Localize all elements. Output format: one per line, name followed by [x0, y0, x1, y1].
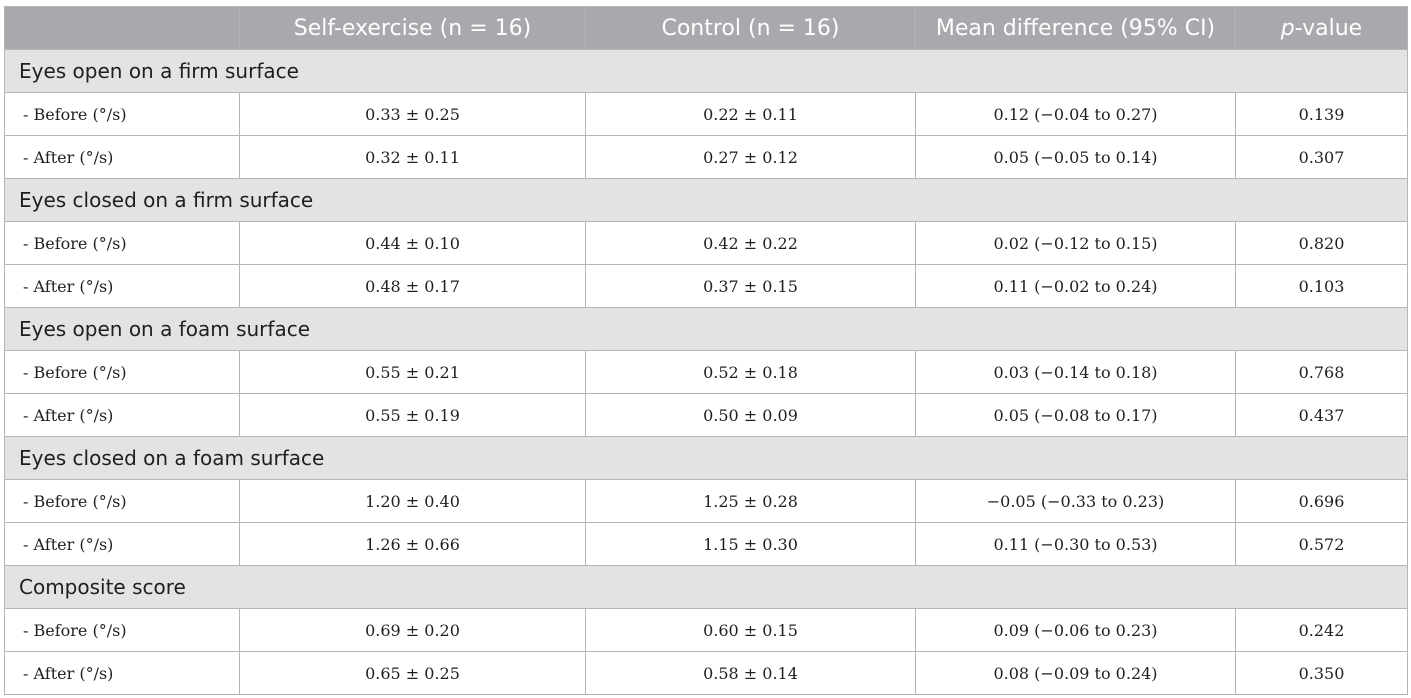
- cell-control: 0.22 ± 0.11: [585, 92, 916, 136]
- cell-row-label: - After (°/s): [4, 522, 240, 566]
- cell-row-label: - Before (°/s): [4, 221, 240, 265]
- cell-control: 0.52 ± 0.18: [585, 350, 916, 394]
- cell-mean-difference: 0.11 (−0.30 to 0.53): [915, 522, 1236, 566]
- table-row: - After (°/s) 0.48 ± 0.17 0.37 ± 0.15 0.11 …: [4, 264, 1408, 308]
- section-row: Eyes open on a firm surface: [4, 49, 1408, 93]
- table-row: - Before (°/s) 1.20 ± 0.40 1.25 ± 0.28 −0.0…: [4, 479, 1408, 523]
- cell-p-value: 0.242: [1235, 608, 1408, 652]
- cell-control: 1.25 ± 0.28: [585, 479, 916, 523]
- table-row: - After (°/s) 0.65 ± 0.25 0.58 ± 0.14 0.08 …: [4, 651, 1408, 695]
- cell-mean-difference: 0.09 (−0.06 to 0.23): [915, 608, 1236, 652]
- cell-p-value: 0.696: [1235, 479, 1408, 523]
- cell-mean-difference: 0.12 (−0.04 to 0.27): [915, 92, 1236, 136]
- section-row: Composite score: [4, 565, 1408, 609]
- cell-self-exercise: 0.69 ± 0.20: [239, 608, 586, 652]
- results-table: Self-exercise (n = 16) Control (n = 16) …: [4, 6, 1408, 695]
- cell-control: 0.60 ± 0.15: [585, 608, 916, 652]
- header-mean-difference: Mean difference (95% CI): [915, 6, 1236, 50]
- cell-p-value: 0.820: [1235, 221, 1408, 265]
- table-row: - Before (°/s) 0.44 ± 0.10 0.42 ± 0.22 0.02…: [4, 221, 1408, 265]
- cell-self-exercise: 0.65 ± 0.25: [239, 651, 586, 695]
- cell-p-value: 0.572: [1235, 522, 1408, 566]
- table-row: - After (°/s) 1.26 ± 0.66 1.15 ± 0.30 0.11 …: [4, 522, 1408, 566]
- cell-mean-difference: 0.02 (−0.12 to 0.15): [915, 221, 1236, 265]
- cell-p-value: 0.103: [1235, 264, 1408, 308]
- cell-mean-difference: 0.05 (−0.05 to 0.14): [915, 135, 1236, 179]
- section-row: Eyes closed on a firm surface: [4, 178, 1408, 222]
- cell-row-label: - After (°/s): [4, 264, 240, 308]
- header-p-italic: p: [1280, 15, 1295, 41]
- section-title: Composite score: [4, 565, 1408, 609]
- header-control: Control (n = 16): [585, 6, 916, 50]
- cell-p-value: 0.350: [1235, 651, 1408, 695]
- section-row: Eyes open on a foam surface: [4, 307, 1408, 351]
- cell-control: 0.27 ± 0.12: [585, 135, 916, 179]
- cell-mean-difference: 0.05 (−0.08 to 0.17): [915, 393, 1236, 437]
- cell-control: 0.42 ± 0.22: [585, 221, 916, 265]
- cell-mean-difference: −0.05 (−0.33 to 0.23): [915, 479, 1236, 523]
- header-p-value: p-value: [1235, 6, 1408, 50]
- cell-self-exercise: 1.20 ± 0.40: [239, 479, 586, 523]
- table-row: - Before (°/s) 0.55 ± 0.21 0.52 ± 0.18 0.03…: [4, 350, 1408, 394]
- cell-row-label: - Before (°/s): [4, 350, 240, 394]
- table-body: Eyes open on a firm surface - Before (°/s…: [4, 49, 1408, 695]
- cell-row-label: - Before (°/s): [4, 608, 240, 652]
- section-title: Eyes closed on a firm surface: [4, 178, 1408, 222]
- cell-p-value: 0.437: [1235, 393, 1408, 437]
- cell-p-value: 0.768: [1235, 350, 1408, 394]
- cell-self-exercise: 0.55 ± 0.19: [239, 393, 586, 437]
- cell-control: 1.15 ± 0.30: [585, 522, 916, 566]
- cell-mean-difference: 0.11 (−0.02 to 0.24): [915, 264, 1236, 308]
- table-row: - Before (°/s) 0.69 ± 0.20 0.60 ± 0.15 0.09…: [4, 608, 1408, 652]
- table-row: - After (°/s) 0.32 ± 0.11 0.27 ± 0.12 0.05 …: [4, 135, 1408, 179]
- section-row: Eyes closed on a foam surface: [4, 436, 1408, 480]
- cell-p-value: 0.139: [1235, 92, 1408, 136]
- cell-p-value: 0.307: [1235, 135, 1408, 179]
- table-row: - Before (°/s) 0.33 ± 0.25 0.22 ± 0.11 0.12…: [4, 92, 1408, 136]
- cell-self-exercise: 0.55 ± 0.21: [239, 350, 586, 394]
- cell-self-exercise: 0.33 ± 0.25: [239, 92, 586, 136]
- header-p-rest: -value: [1294, 15, 1363, 41]
- cell-mean-difference: 0.08 (−0.09 to 0.24): [915, 651, 1236, 695]
- cell-control: 0.58 ± 0.14: [585, 651, 916, 695]
- cell-row-label: - After (°/s): [4, 135, 240, 179]
- header-self-exercise: Self-exercise (n = 16): [239, 6, 586, 50]
- cell-control: 0.37 ± 0.15: [585, 264, 916, 308]
- cell-row-label: - Before (°/s): [4, 479, 240, 523]
- cell-row-label: - Before (°/s): [4, 92, 240, 136]
- cell-mean-difference: 0.03 (−0.14 to 0.18): [915, 350, 1236, 394]
- cell-row-label: - After (°/s): [4, 393, 240, 437]
- section-title: Eyes open on a firm surface: [4, 49, 1408, 93]
- cell-control: 0.50 ± 0.09: [585, 393, 916, 437]
- cell-row-label: - After (°/s): [4, 651, 240, 695]
- cell-self-exercise: 0.32 ± 0.11: [239, 135, 586, 179]
- section-title: Eyes closed on a foam surface: [4, 436, 1408, 480]
- section-title: Eyes open on a foam surface: [4, 307, 1408, 351]
- header-row: Self-exercise (n = 16) Control (n = 16) …: [4, 6, 1408, 50]
- table-row: - After (°/s) 0.55 ± 0.19 0.50 ± 0.09 0.05 …: [4, 393, 1408, 437]
- cell-self-exercise: 1.26 ± 0.66: [239, 522, 586, 566]
- cell-self-exercise: 0.44 ± 0.10: [239, 221, 586, 265]
- header-empty: [4, 6, 240, 50]
- cell-self-exercise: 0.48 ± 0.17: [239, 264, 586, 308]
